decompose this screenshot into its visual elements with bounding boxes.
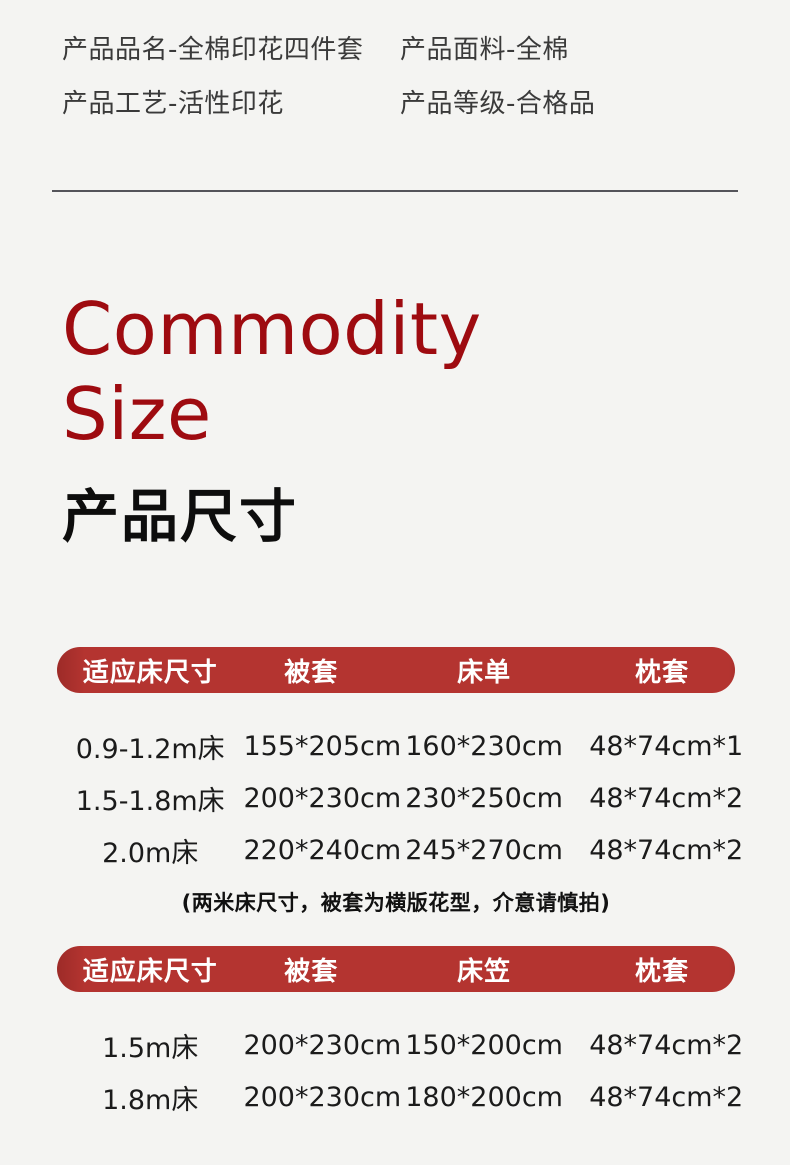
cell-duvet-cover: 200*230cm [243,1081,402,1113]
cell-bed-size: 1.5m床 [102,1032,199,1064]
cell-bed-sheet: 245*270cm [405,834,563,866]
header-cell-duvet-cover: 被套 [284,956,339,987]
header-cell-pillowcase: 枕套 [635,657,690,688]
attr-product-grade: 产品等级-合格品 [400,89,596,119]
cell-pillowcase: 48*74cm*2 [589,834,744,866]
header-cell-bed-size: 适应床尺寸 [82,956,218,987]
header-cell-bed-sheet: 床单 [457,657,512,688]
size-table-1-body: 0.9-1.2m床 155*205cm 160*230cm 48*74cm*1 … [57,720,744,876]
page-title-english-line1: Commodity [62,287,482,371]
size-table-2-header-bar: 适应床尺寸 被套 床笠 枕套 [57,946,735,992]
table-row: 1.5m床 200*230cm 150*200cm 48*74cm*2 [57,1019,744,1071]
cell-bed-size: 1.5-1.8m床 [75,785,225,817]
cell-bed-size: 2.0m床 [102,837,199,869]
header-cell-pillowcase: 枕套 [635,956,690,987]
cell-fitted-sheet: 180*200cm [405,1081,563,1113]
table-row: 1.8m床 200*230cm 180*200cm 48*74cm*2 [57,1071,744,1123]
header-cell-bed-size: 适应床尺寸 [82,657,218,688]
cell-pillowcase: 48*74cm*2 [589,782,744,814]
size-table-1-note: (两米床尺寸，被套为横版花型，介意请慎拍) [181,891,611,915]
cell-pillowcase: 48*74cm*2 [589,1029,744,1061]
cell-duvet-cover: 155*205cm [243,730,402,762]
attr-product-name: 产品品名-全棉印花四件套 [62,35,364,65]
cell-pillowcase: 48*74cm*2 [589,1081,744,1113]
cell-duvet-cover: 200*230cm [243,782,402,814]
page-title-chinese: 产品尺寸 [62,484,298,550]
header-cell-fitted-sheet: 床笠 [457,956,512,987]
cell-bed-size: 1.8m床 [102,1084,199,1116]
table-row: 1.5-1.8m床 200*230cm 230*250cm 48*74cm*2 [57,772,744,824]
cell-pillowcase: 48*74cm*1 [589,730,744,762]
cell-duvet-cover: 200*230cm [243,1029,402,1061]
cell-bed-sheet: 230*250cm [405,782,563,814]
attr-product-craft: 产品工艺-活性印花 [62,89,284,119]
cell-duvet-cover: 220*240cm [243,834,402,866]
size-table-1: 适应床尺寸 被套 床单 枕套 0.9-1.2m床 155*205cm 160*2… [57,647,744,917]
table-row: 2.0m床 220*240cm 245*270cm 48*74cm*2 [57,824,744,876]
cell-bed-sheet: 160*230cm [405,730,563,762]
table-row: 0.9-1.2m床 155*205cm 160*230cm 48*74cm*1 [57,720,744,772]
size-table-2-body: 1.5m床 200*230cm 150*200cm 48*74cm*2 1.8m… [57,1019,744,1123]
cell-fitted-sheet: 150*200cm [405,1029,563,1061]
page-title-english: Commodity Size [62,287,790,457]
header-cell-duvet-cover: 被套 [284,657,339,688]
product-attributes: 产品品名-全棉印花四件套 产品面料-全棉 产品工艺-活性印花 产品等级-合格品 [62,34,750,120]
divider-line [52,190,738,192]
attr-product-fabric: 产品面料-全棉 [400,35,569,65]
size-table-1-header-bar: 适应床尺寸 被套 床单 枕套 [57,647,735,693]
size-table-2: 适应床尺寸 被套 床笠 枕套 1.5m床 200*230cm 150*200cm… [57,946,744,1123]
page-title-english-line2: Size [62,372,212,456]
cell-bed-size: 0.9-1.2m床 [75,733,225,765]
